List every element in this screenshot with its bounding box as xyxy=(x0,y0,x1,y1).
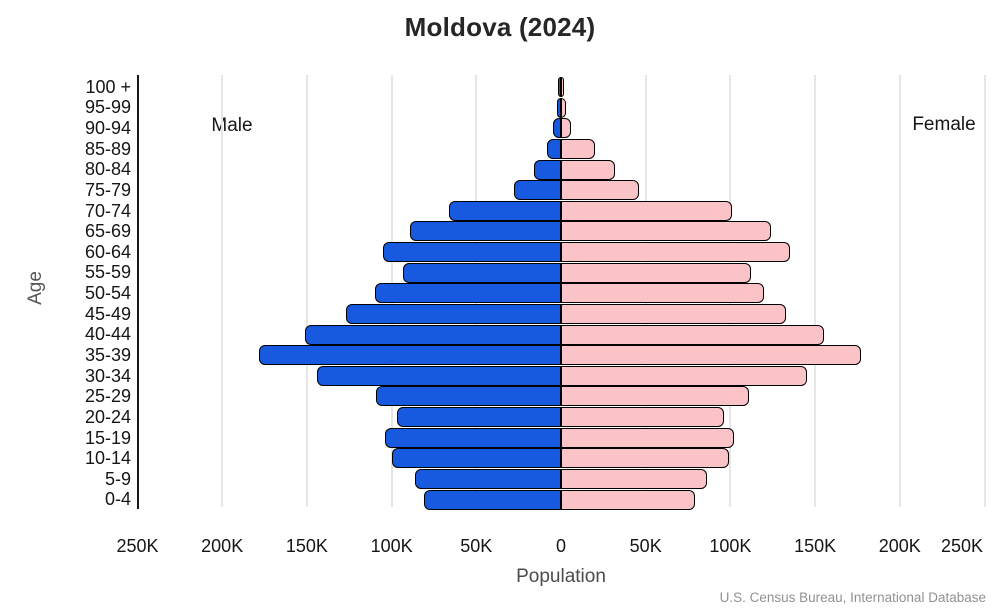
female-series-label: Female xyxy=(912,114,976,135)
age-tick-label: 15-19 xyxy=(84,427,131,448)
male-bar[interactable] xyxy=(259,345,561,366)
age-tick-label: 30-34 xyxy=(84,365,131,386)
age-tick-label: 100 + xyxy=(85,76,131,97)
x-tick-label: 50K xyxy=(629,536,662,556)
age-tick-label: 5-9 xyxy=(104,468,131,489)
male-bar[interactable] xyxy=(374,283,561,304)
x-tick-label: 250K xyxy=(116,536,159,556)
male-bar[interactable] xyxy=(553,118,561,139)
x-tick-label: 150K xyxy=(285,536,328,556)
female-bar[interactable] xyxy=(561,345,861,366)
gridline xyxy=(983,75,986,507)
male-bar[interactable] xyxy=(415,468,561,489)
age-tick-label: 75-79 xyxy=(84,179,131,200)
male-bar[interactable] xyxy=(410,221,561,242)
female-bar[interactable] xyxy=(561,221,772,242)
y-axis-line xyxy=(136,75,139,509)
chart-title: Moldova (2024) xyxy=(404,12,596,42)
male-bar[interactable] xyxy=(396,407,561,428)
age-tick-label: 90-94 xyxy=(84,118,131,139)
female-bar[interactable] xyxy=(561,138,595,159)
male-bar[interactable] xyxy=(384,427,561,448)
age-tick-label: 65-69 xyxy=(84,221,131,242)
age-tick-label: 35-39 xyxy=(84,345,131,365)
gridline xyxy=(221,75,224,507)
female-bar[interactable] xyxy=(561,468,707,489)
x-axis-title: Population xyxy=(516,566,606,587)
female-bar[interactable] xyxy=(561,262,751,283)
x-tick-label: 150K xyxy=(794,536,837,556)
age-tick-label: 70-74 xyxy=(84,200,131,221)
x-tick-label: 0 xyxy=(555,536,567,556)
x-tick-label: 50K xyxy=(460,536,493,556)
male-bar[interactable] xyxy=(558,77,561,97)
male-bar[interactable] xyxy=(547,138,561,159)
source-attribution: U.S. Census Bureau, International Databa… xyxy=(719,590,986,605)
female-bar[interactable] xyxy=(561,118,572,139)
male-bar[interactable] xyxy=(345,303,561,324)
female-bar[interactable] xyxy=(561,97,567,118)
age-tick-label: 95-99 xyxy=(84,97,131,118)
age-tick-label: 55-59 xyxy=(84,262,131,283)
male-series-label: Male xyxy=(211,115,253,136)
x-tick-label: 250K xyxy=(940,536,984,556)
male-bar[interactable] xyxy=(383,242,561,263)
age-tick-label: 50-54 xyxy=(84,283,131,304)
age-tick-label: 80-84 xyxy=(84,159,131,180)
female-bar[interactable] xyxy=(561,324,824,345)
age-tick-label: 10-14 xyxy=(84,448,131,469)
x-tick-label: 100K xyxy=(370,536,413,556)
male-bar[interactable] xyxy=(391,448,561,469)
male-bar[interactable] xyxy=(449,200,561,221)
female-bar[interactable] xyxy=(561,180,639,201)
female-bar[interactable] xyxy=(561,200,733,221)
x-tick-label: 100K xyxy=(709,536,752,556)
female-bar[interactable] xyxy=(561,283,765,304)
x-tick-label: 200K xyxy=(201,536,244,556)
female-bar[interactable] xyxy=(561,303,787,324)
y-axis-title: Age xyxy=(25,271,46,305)
male-bar[interactable] xyxy=(423,489,561,510)
age-tick-label: 45-49 xyxy=(84,303,131,324)
age-tick-label: 60-64 xyxy=(84,241,131,262)
male-bar[interactable] xyxy=(305,324,561,345)
female-bar[interactable] xyxy=(561,448,729,469)
age-tick-label: 20-24 xyxy=(84,406,131,427)
female-bar[interactable] xyxy=(561,77,564,97)
female-bar[interactable] xyxy=(561,159,616,180)
gridline xyxy=(898,75,901,507)
female-bar[interactable] xyxy=(561,242,790,263)
gridline xyxy=(814,75,817,507)
age-tick-label: 0-4 xyxy=(104,489,131,510)
female-bar[interactable] xyxy=(561,407,724,428)
male-bar[interactable] xyxy=(403,262,561,283)
male-bar[interactable] xyxy=(556,97,561,118)
male-bar[interactable] xyxy=(317,365,561,386)
male-bar[interactable] xyxy=(533,159,561,180)
x-tick-label: 200K xyxy=(878,536,921,556)
gridline xyxy=(305,75,308,507)
female-bar[interactable] xyxy=(561,427,734,448)
age-tick-label: 25-29 xyxy=(84,386,131,407)
age-tick-label: 85-89 xyxy=(84,138,131,159)
male-bar[interactable] xyxy=(513,180,561,201)
female-bar[interactable] xyxy=(561,386,750,407)
male-bar[interactable] xyxy=(376,386,561,407)
age-tick-label: 40-44 xyxy=(84,324,131,345)
female-bar[interactable] xyxy=(561,365,807,386)
female-bar[interactable] xyxy=(561,489,695,510)
